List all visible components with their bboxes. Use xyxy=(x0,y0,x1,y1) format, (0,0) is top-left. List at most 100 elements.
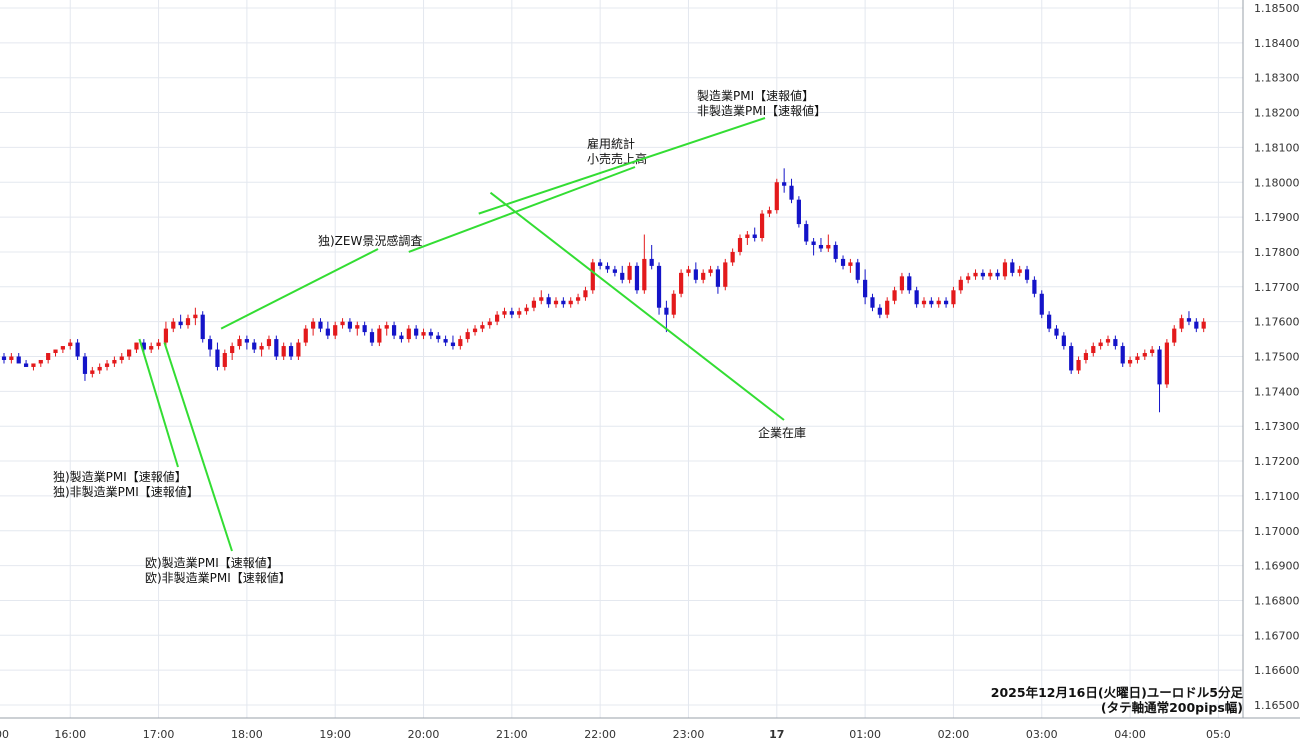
candle-body xyxy=(664,307,669,315)
candle xyxy=(870,293,875,312)
candle xyxy=(60,346,65,354)
candle-body xyxy=(465,332,470,340)
candle xyxy=(237,335,242,350)
candle-body xyxy=(53,349,58,354)
y-tick-label: 1.17300 xyxy=(1254,420,1300,433)
y-tick-label: 1.16900 xyxy=(1254,560,1300,573)
candle-body xyxy=(185,318,191,326)
candle-body xyxy=(693,269,698,280)
candle-body xyxy=(929,300,934,305)
candle-body xyxy=(23,363,29,367)
candle xyxy=(1179,314,1184,333)
candle-body xyxy=(384,325,389,329)
candle-body xyxy=(568,300,573,305)
candle xyxy=(826,234,831,252)
candle-body xyxy=(119,356,124,360)
candle-body xyxy=(436,335,441,340)
candle xyxy=(230,342,235,360)
candle xyxy=(318,318,323,333)
candle xyxy=(163,321,169,347)
candle-body xyxy=(355,325,360,329)
candle-body xyxy=(274,339,279,357)
x-tick-label: 5:00 xyxy=(0,728,9,741)
candle-body xyxy=(642,258,647,291)
candle xyxy=(1069,342,1074,374)
candle xyxy=(23,359,29,367)
candle-body xyxy=(458,339,463,347)
candle xyxy=(1076,356,1081,374)
candle xyxy=(855,258,860,284)
candle-body xyxy=(759,213,765,239)
candle-body xyxy=(833,244,838,259)
candle xyxy=(1194,318,1199,333)
candle-body xyxy=(789,185,794,200)
candle-body xyxy=(907,276,912,291)
candle xyxy=(414,325,419,340)
candle-body xyxy=(1083,353,1089,360)
candle-body xyxy=(1039,293,1044,315)
candle xyxy=(1164,339,1169,388)
candle xyxy=(156,339,161,350)
candle-body xyxy=(1017,269,1022,273)
candle-body xyxy=(1135,356,1140,360)
candle xyxy=(921,297,927,308)
candle-body xyxy=(288,346,294,357)
candle-body xyxy=(627,265,632,280)
annotation-label: 独)製造業PMI【速報値】 xyxy=(53,469,187,484)
candle xyxy=(907,272,912,294)
candle-body xyxy=(539,297,544,301)
candle-body xyxy=(134,342,139,350)
candle-body xyxy=(936,300,941,305)
annotation-line xyxy=(163,342,233,552)
candle-body xyxy=(575,297,581,301)
candle-body xyxy=(546,297,551,305)
candle-body xyxy=(649,258,654,266)
candle-body xyxy=(737,238,743,252)
candle xyxy=(119,353,124,364)
x-tick-label: 21:00 xyxy=(496,728,528,741)
candle xyxy=(311,318,316,336)
candle-body xyxy=(200,314,205,340)
candle xyxy=(767,206,772,218)
candle-body xyxy=(1024,269,1030,280)
candle xyxy=(517,307,522,319)
annotation-label: 独)ZEW景況感調査 xyxy=(318,233,422,248)
candle-body xyxy=(75,342,80,357)
candle xyxy=(31,363,36,371)
y-tick-label: 1.18200 xyxy=(1254,107,1300,120)
x-tick-label: 23:00 xyxy=(673,728,705,741)
candle xyxy=(539,290,544,305)
annotation-line xyxy=(408,166,636,253)
candle xyxy=(988,269,993,280)
candle-body xyxy=(1113,339,1118,347)
candle xyxy=(104,359,110,371)
candle-body xyxy=(38,359,43,364)
candle-body xyxy=(16,356,21,364)
candle-body xyxy=(104,363,110,367)
candle-body xyxy=(428,332,433,336)
candle xyxy=(1061,332,1066,350)
candle-body xyxy=(840,258,846,266)
x-tick-label: 04:00 xyxy=(1114,728,1146,741)
candle-body xyxy=(347,321,353,329)
candle xyxy=(502,307,507,319)
y-tick-label: 1.16500 xyxy=(1254,699,1300,712)
x-tick-label: 22:00 xyxy=(584,728,616,741)
y-tick-label: 1.17000 xyxy=(1254,525,1300,538)
candle xyxy=(598,258,603,270)
candle-body xyxy=(745,234,750,239)
candle xyxy=(509,307,514,319)
annotation-label: 製造業PMI【速報値】 xyxy=(697,88,814,103)
candle-body xyxy=(1186,318,1192,322)
candle-body xyxy=(1157,349,1162,385)
candle xyxy=(1113,335,1118,350)
candle-body xyxy=(774,182,779,211)
candle xyxy=(472,325,478,336)
candle-body xyxy=(318,321,323,329)
candle xyxy=(583,286,588,301)
candle-body xyxy=(877,307,882,315)
candle-body xyxy=(620,272,625,280)
candle-body xyxy=(406,328,411,340)
candle-body xyxy=(796,199,801,225)
